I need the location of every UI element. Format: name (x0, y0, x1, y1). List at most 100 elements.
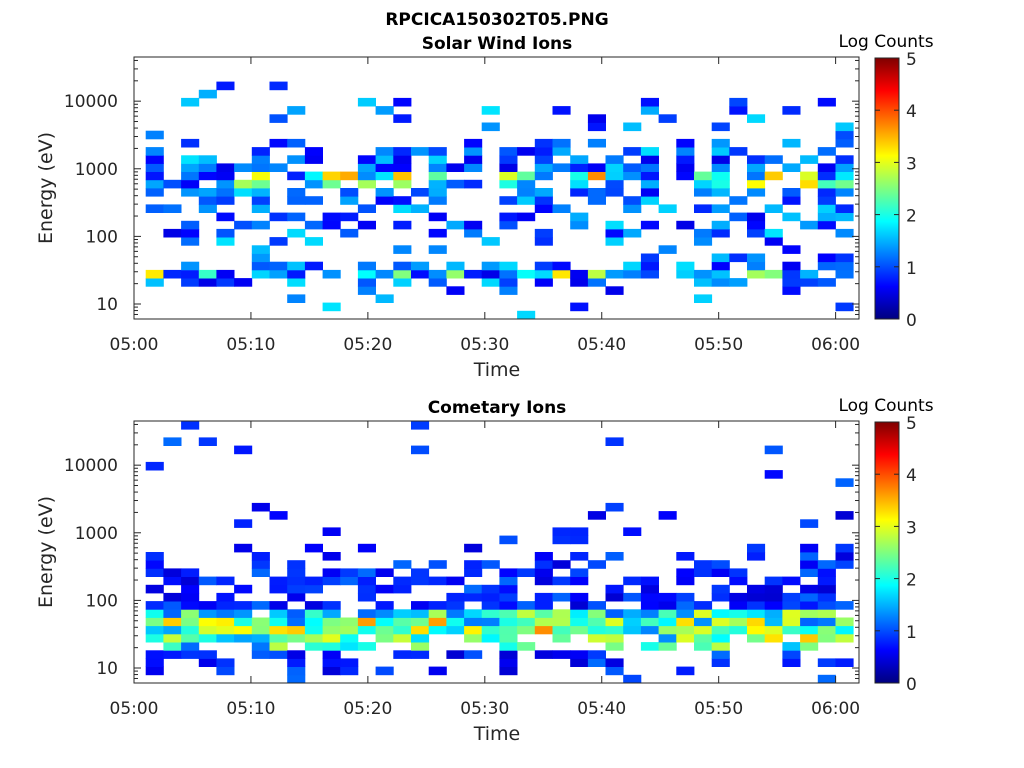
heatmap-cell (393, 609, 412, 618)
heatmap-cell (464, 633, 483, 643)
heatmap-cell (411, 601, 430, 610)
heatmap-cell (534, 204, 553, 213)
heatmap-cell (145, 560, 164, 569)
heatmap-cell (163, 601, 182, 610)
heatmap-cell (711, 122, 730, 132)
heatmap-cell (817, 220, 836, 230)
heatmap-cell (499, 212, 518, 222)
heatmap-cell (534, 147, 553, 156)
heatmap-cell (640, 609, 659, 618)
heatmap-cell (711, 658, 730, 667)
heatmap-cell (517, 188, 536, 197)
heatmap-cell (216, 658, 235, 667)
heatmap-cell (163, 228, 182, 238)
colorbar-tick-label: 3 (906, 154, 917, 174)
heatmap-cell (428, 576, 447, 586)
heatmap-cell (729, 97, 748, 107)
heatmap-cell (287, 592, 306, 602)
heatmap-cell (393, 625, 412, 635)
heatmap-cell (552, 592, 571, 602)
heatmap-cell (393, 163, 412, 172)
heatmap-cell (835, 601, 854, 610)
heatmap-cell (304, 609, 323, 618)
heatmap-cell (411, 617, 430, 627)
x-tick-label: 05:40 (577, 699, 626, 719)
heatmap-cell (375, 633, 394, 643)
heatmap-cell (764, 470, 783, 479)
heatmap-cell (393, 171, 412, 181)
heatmap-cell (605, 179, 624, 189)
heatmap-cell (587, 122, 606, 132)
x-ticks: 05:00 05:10 05:20 05:30 05:40 05:50 06:00 (110, 57, 860, 355)
heatmap-cell (269, 642, 288, 651)
heatmap-cells (145, 421, 854, 684)
heatmap-cell (145, 650, 164, 659)
heatmap-cell (181, 625, 200, 635)
heatmap-cell (782, 592, 801, 602)
heatmap-cell (605, 633, 624, 643)
heatmap-cell (145, 461, 164, 471)
heatmap-cell (428, 601, 447, 610)
heatmap-cell (534, 196, 553, 205)
heatmap-cell (499, 286, 518, 295)
heatmap-cell (640, 97, 659, 107)
heatmap-cell (711, 261, 730, 271)
heatmap-cell (234, 617, 253, 627)
heatmap-cell (658, 592, 677, 602)
heatmap-cell (304, 584, 323, 594)
heatmap-cell (605, 658, 624, 667)
heatmap-cell (234, 179, 253, 189)
heatmap-cell (499, 163, 518, 172)
heatmap-cell (640, 196, 659, 205)
y-tick-label: 10000 (64, 92, 118, 112)
heatmap-cell (534, 568, 553, 577)
heatmap-cell (304, 147, 323, 156)
heatmap-cell (640, 171, 659, 181)
heatmap-cell (711, 220, 730, 230)
x-tick-label: 05:00 (110, 699, 159, 719)
heatmap-cell (322, 642, 341, 651)
heatmap-cell (216, 609, 235, 618)
heatmap-cell (251, 155, 270, 164)
heatmap-cell (835, 617, 854, 627)
plot-frame (133, 420, 860, 684)
heatmap-cell (163, 609, 182, 618)
heatmap-cell (375, 568, 394, 577)
heatmap-cell (304, 633, 323, 643)
heatmap-cell (534, 163, 553, 172)
heatmap-cell (428, 278, 447, 287)
heatmap-cell (729, 106, 748, 115)
heatmap-cell (764, 269, 783, 279)
heatmap-cell (782, 609, 801, 618)
heatmap-cell (340, 625, 359, 635)
heatmap-cell (357, 220, 376, 230)
heatmap-cell (605, 584, 624, 594)
heatmap-cell (623, 147, 642, 156)
heatmap-cell (163, 179, 182, 189)
heatmap-cell (340, 642, 359, 651)
heatmap-cell (375, 163, 394, 172)
heatmap-cell (534, 576, 553, 586)
heatmap-cell (835, 204, 854, 213)
heatmap-cell (817, 576, 836, 586)
heatmap-cell (676, 617, 695, 627)
heatmap-cell (711, 584, 730, 594)
heatmap-cell (181, 220, 200, 230)
heatmap-cell (711, 650, 730, 659)
heatmap-cell (587, 609, 606, 618)
heatmap-cell (711, 228, 730, 238)
heatmap-cell (817, 171, 836, 181)
heatmap-cell (304, 237, 323, 246)
heatmap-cell (181, 163, 200, 172)
heatmap-cell (534, 188, 553, 197)
heatmap-cell (729, 601, 748, 610)
heatmap-cell (570, 625, 589, 635)
heatmap-cell (729, 576, 748, 586)
heatmap-cell (322, 666, 341, 676)
heatmap-cell (340, 171, 359, 181)
heatmap-cell (234, 445, 253, 455)
x-tick-label: 05:30 (460, 699, 509, 719)
heatmap-cell (800, 592, 819, 602)
heatmap-cell (181, 601, 200, 610)
heatmap-cell (163, 269, 182, 279)
